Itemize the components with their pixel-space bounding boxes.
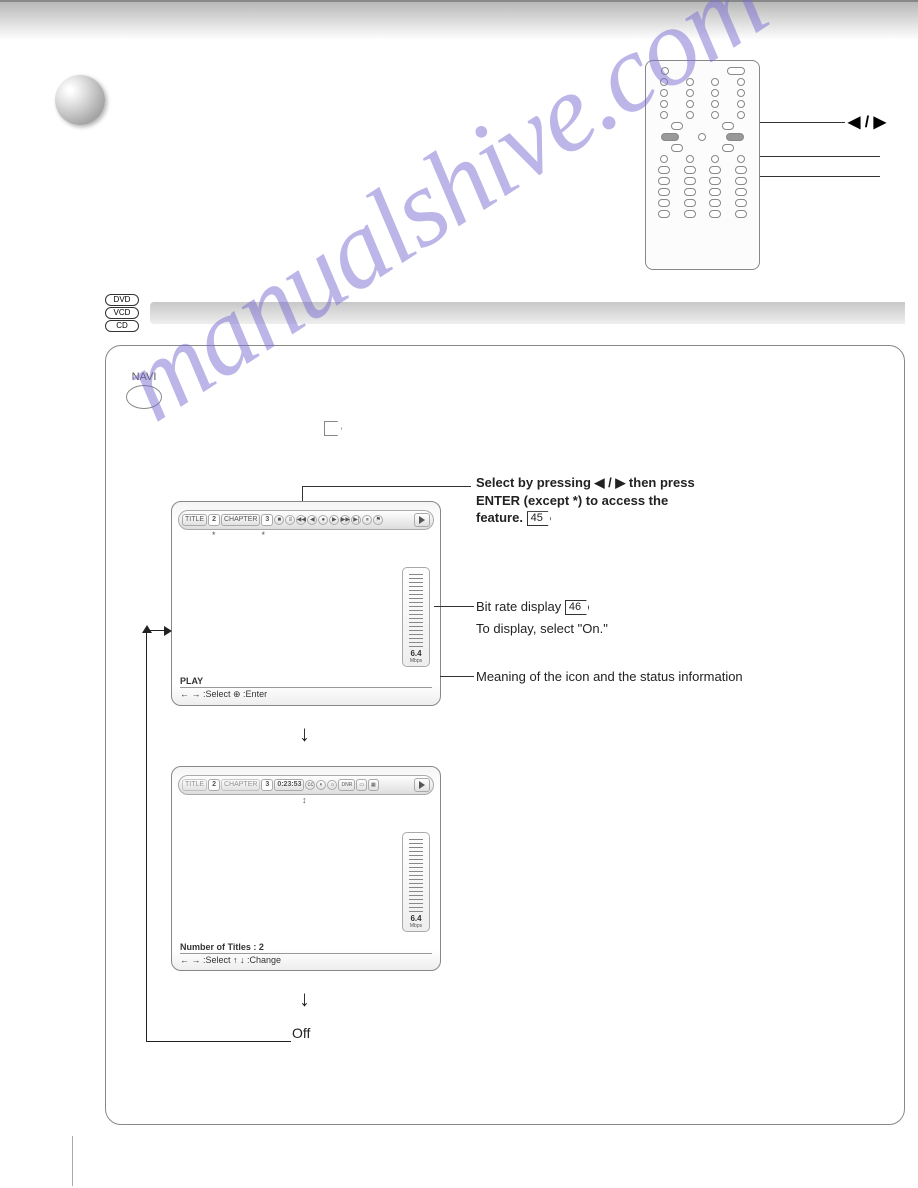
header-gradient: [0, 0, 918, 40]
down-arrow-icon: ↓: [299, 986, 310, 1012]
remote-pointer-line: [760, 156, 880, 157]
cd-badge: CD: [105, 320, 139, 332]
disc-type-badges: DVD VCD CD: [105, 294, 139, 333]
dvd-badge: DVD: [105, 294, 139, 306]
icon-bar: TITLE 2 CHAPTER 3 ■ ≡ ◀◀ ◀ ● ▶ ▶▶ ▶| ⏸ ⚑: [178, 510, 434, 530]
section-divider-bar: [150, 302, 905, 324]
remote-pointer-line: [760, 176, 880, 177]
return-flow-line: [146, 630, 291, 1042]
margin-rule: [72, 1136, 73, 1186]
callout-connector: [440, 676, 474, 677]
sphere-bullet-icon: [55, 75, 105, 125]
page-ref: 46: [565, 600, 589, 615]
instruction-panel: NAVI Select by pressing ◀ / ▶ then press…: [105, 345, 905, 1125]
navi-button-icon: NAVI: [126, 371, 162, 409]
meaning-callout: Meaning of the icon and the status infor…: [476, 668, 743, 686]
bitrate-meter: 6.4 Mbps: [402, 567, 430, 667]
bitrate-meter: 6.4 Mbps: [402, 832, 430, 932]
remote-pointer-line: [760, 122, 845, 123]
arrow-head-icon: [164, 626, 172, 636]
remote-control-diagram: [645, 60, 760, 270]
asterisk-markers: **: [172, 530, 440, 540]
vcd-badge: VCD: [105, 307, 139, 319]
down-arrow-icon: ↓: [299, 721, 310, 747]
pentagon-icon: [324, 421, 342, 436]
callout-connector: [302, 486, 471, 487]
arrow-head-icon: [142, 625, 152, 633]
select-callout: Select by pressing ◀ / ▶ then press ENTE…: [476, 474, 796, 527]
remote-arrow-label: ◀ / ▶: [848, 112, 886, 132]
off-label: Off: [292, 1024, 310, 1043]
bitrate-callout: Bit rate display 46 To display, select "…: [476, 598, 608, 637]
callout-connector: [434, 606, 474, 607]
page-ref: 45: [527, 511, 551, 526]
